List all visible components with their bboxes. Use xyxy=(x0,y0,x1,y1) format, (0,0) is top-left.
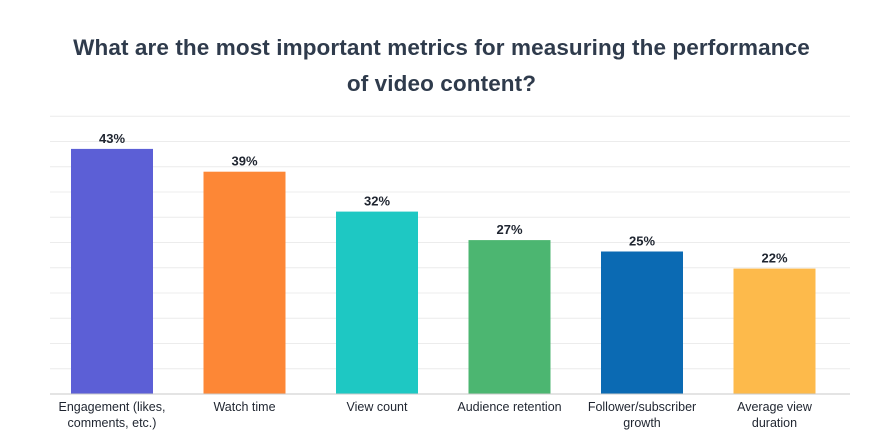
x-tick-label: Audience retention xyxy=(457,400,561,414)
bar-value-label: 22% xyxy=(761,251,787,266)
bar-value-label: 27% xyxy=(496,222,522,237)
bar-value-label: 32% xyxy=(364,194,390,209)
x-tick-label: Engagement (likes, comments, etc.) xyxy=(58,400,165,430)
x-tick-label: Follower/subscriber growth xyxy=(588,400,696,430)
chart-title-line-1: What are the most important metrics for … xyxy=(73,35,810,60)
bar xyxy=(733,268,816,394)
chart-title-line-2: of video content? xyxy=(346,71,537,96)
x-tick-label: View count xyxy=(347,400,408,414)
bar xyxy=(601,251,683,394)
chart-title: What are the most important metrics for … xyxy=(0,30,883,102)
bar xyxy=(203,171,286,394)
x-tick-label: Average view duration xyxy=(737,400,813,430)
bar xyxy=(468,240,551,394)
bar xyxy=(71,148,153,394)
x-tick-label: Watch time xyxy=(213,400,275,414)
bar-value-label: 43% xyxy=(99,131,125,146)
bar-value-label: 39% xyxy=(231,154,257,169)
bar xyxy=(336,211,418,394)
bar-value-label: 25% xyxy=(629,234,655,249)
